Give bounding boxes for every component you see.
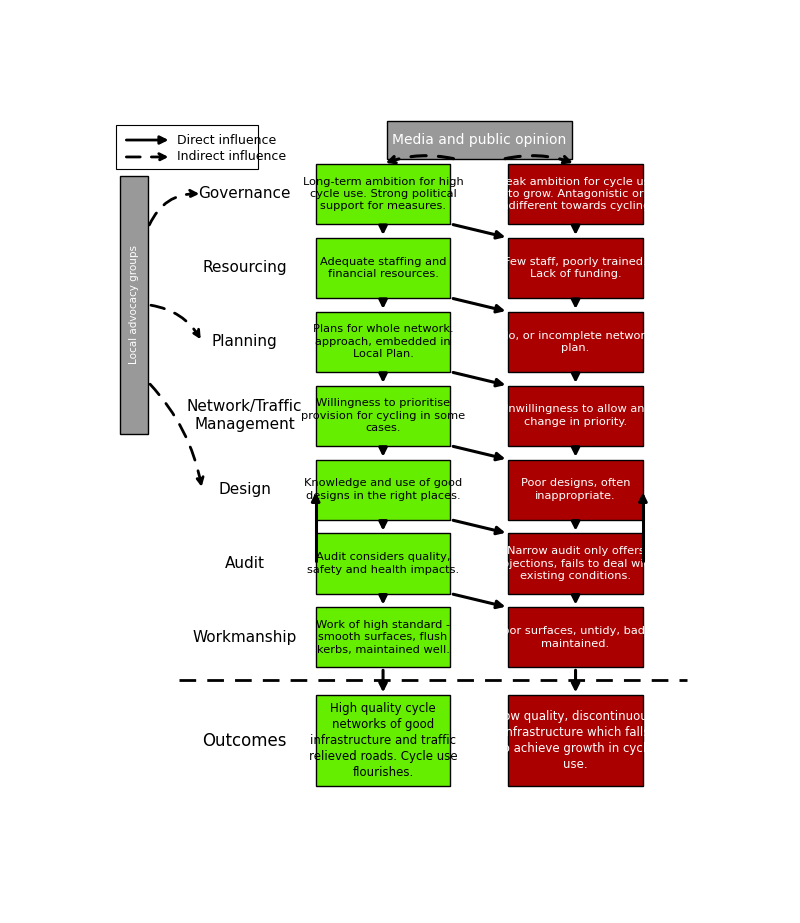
FancyBboxPatch shape bbox=[508, 460, 643, 520]
FancyBboxPatch shape bbox=[121, 176, 148, 434]
Text: Audit: Audit bbox=[225, 556, 265, 571]
FancyBboxPatch shape bbox=[316, 238, 450, 298]
Text: Knowledge and use of good
designs in the right places.: Knowledge and use of good designs in the… bbox=[304, 478, 462, 501]
Text: Poor surfaces, untidy, badly
maintained.: Poor surfaces, untidy, badly maintained. bbox=[496, 626, 655, 649]
FancyBboxPatch shape bbox=[316, 533, 450, 593]
Text: Network/Traffic
Management: Network/Traffic Management bbox=[186, 400, 302, 432]
FancyBboxPatch shape bbox=[508, 312, 643, 372]
FancyBboxPatch shape bbox=[116, 125, 258, 169]
Text: High quality cycle
networks of good
infrastructure and traffic
relieved roads. C: High quality cycle networks of good infr… bbox=[309, 702, 458, 779]
FancyBboxPatch shape bbox=[508, 164, 643, 224]
FancyBboxPatch shape bbox=[508, 238, 643, 298]
Text: Work of high standard -
smooth surfaces, flush
kerbs, maintained well.: Work of high standard - smooth surfaces,… bbox=[316, 620, 450, 654]
FancyBboxPatch shape bbox=[316, 460, 450, 520]
Text: No, or incomplete network
plan.: No, or incomplete network plan. bbox=[500, 330, 651, 353]
Text: Willingness to prioritise
provision for cycling in some
cases.: Willingness to prioritise provision for … bbox=[301, 399, 465, 433]
Text: Workmanship: Workmanship bbox=[192, 629, 297, 645]
Text: Long-term ambition for high
cycle use. Strong political
support for measures.: Long-term ambition for high cycle use. S… bbox=[302, 176, 463, 211]
Text: Local advocacy groups: Local advocacy groups bbox=[130, 246, 139, 365]
FancyBboxPatch shape bbox=[316, 164, 450, 224]
FancyBboxPatch shape bbox=[508, 386, 643, 446]
FancyBboxPatch shape bbox=[316, 386, 450, 446]
Text: Governance: Governance bbox=[198, 186, 290, 201]
Text: Media and public opinion: Media and public opinion bbox=[392, 133, 566, 147]
Text: Design: Design bbox=[218, 482, 271, 497]
Text: Outcomes: Outcomes bbox=[202, 732, 286, 749]
FancyBboxPatch shape bbox=[508, 533, 643, 593]
Text: Narrow audit only offers
objections, fails to deal with
existing conditions.: Narrow audit only offers objections, fai… bbox=[495, 546, 656, 581]
Text: Adequate staffing and
financial resources.: Adequate staffing and financial resource… bbox=[320, 257, 446, 279]
Text: Resourcing: Resourcing bbox=[202, 260, 286, 275]
Text: Planning: Planning bbox=[211, 334, 278, 349]
Text: Weak ambition for cycle use
to grow. Antagonistic or
indifferent towards cycling: Weak ambition for cycle use to grow. Ant… bbox=[494, 176, 656, 211]
FancyBboxPatch shape bbox=[316, 607, 450, 667]
FancyBboxPatch shape bbox=[508, 695, 643, 786]
Text: Plans for whole network.
approach, embedded in
Local Plan.: Plans for whole network. approach, embed… bbox=[313, 324, 454, 359]
Text: Poor designs, often
inappropriate.: Poor designs, often inappropriate. bbox=[521, 478, 630, 501]
Text: Few staff, poorly trained.
Lack of funding.: Few staff, poorly trained. Lack of fundi… bbox=[504, 257, 647, 279]
FancyBboxPatch shape bbox=[508, 607, 643, 667]
FancyBboxPatch shape bbox=[316, 695, 450, 786]
Text: Indirect influence: Indirect influence bbox=[177, 150, 286, 163]
Text: Direct influence: Direct influence bbox=[177, 134, 276, 147]
FancyBboxPatch shape bbox=[316, 312, 450, 372]
Text: Unwillingness to allow any
change in priority.: Unwillingness to allow any change in pri… bbox=[500, 404, 651, 426]
FancyBboxPatch shape bbox=[387, 121, 572, 160]
Text: Low quality, discontinuous
infrastructure which falls
to achieve growth in cycle: Low quality, discontinuous infrastructur… bbox=[497, 710, 654, 771]
Text: Audit considers quality,
safety and health impacts.: Audit considers quality, safety and heal… bbox=[307, 552, 459, 575]
